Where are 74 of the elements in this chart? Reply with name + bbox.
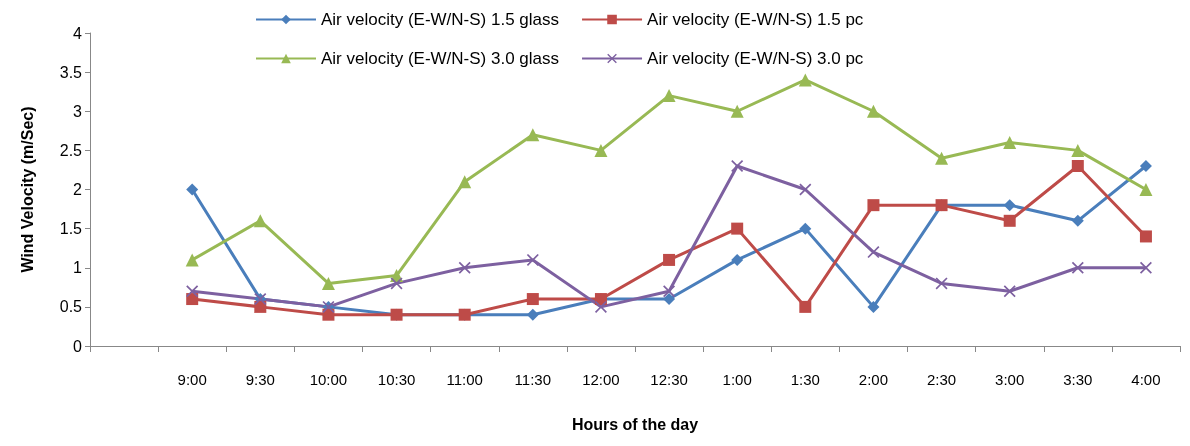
point: [1003, 214, 1016, 227]
point: [253, 214, 267, 228]
point: [526, 293, 539, 306]
point: [390, 277, 403, 290]
point: [526, 128, 540, 142]
y-axis-title: Wind Velocity (m/Sec): [18, 106, 36, 273]
point: [798, 73, 812, 87]
legend-label: Air velocity (E-W/N-S) 3.0 pc: [647, 49, 864, 68]
point: [254, 300, 267, 313]
point: [458, 175, 472, 189]
point: [731, 160, 744, 173]
point: [1071, 160, 1084, 173]
x-tick-label: 1:00: [722, 371, 752, 388]
point: [1139, 230, 1152, 243]
x-tick-label: 2:30: [926, 371, 957, 388]
point: [594, 300, 607, 313]
x-tick-label: 10:30: [377, 371, 416, 388]
x-tick-label: 12:00: [582, 371, 620, 388]
x-tick-label: 3:30: [1063, 371, 1093, 388]
point: [1139, 183, 1153, 196]
x-tick-label: 9:30: [245, 371, 275, 388]
x-tick-label: 3:00: [995, 371, 1025, 388]
point: [185, 253, 199, 267]
x-tick-label: 1:30: [790, 371, 820, 388]
point: [935, 277, 948, 290]
point: [935, 151, 949, 165]
x-tick-label: 4:00: [1131, 371, 1161, 388]
point: [1003, 285, 1016, 298]
x-tick-label: 9:00: [177, 371, 207, 388]
legend-label: Air velocity (E-W/N-S) 1.5 glass: [321, 10, 560, 29]
point: [867, 199, 880, 212]
point: [526, 253, 539, 266]
point: [866, 104, 880, 118]
point: [730, 104, 744, 118]
point: [799, 222, 812, 235]
y-tick-label: 0.5: [59, 298, 83, 316]
y-tick-label: 3.5: [59, 63, 83, 81]
point: [799, 183, 812, 196]
point: [1139, 261, 1152, 274]
x-axis-title: Hours of the day: [571, 415, 699, 433]
point: [458, 261, 471, 274]
point: [731, 222, 744, 235]
point: [663, 285, 676, 298]
point: [663, 293, 676, 306]
point: [186, 183, 199, 196]
y-tick-label: 3: [73, 102, 83, 120]
point: [1071, 261, 1084, 274]
point: [799, 300, 812, 313]
point: [322, 308, 335, 321]
point: [1139, 160, 1152, 173]
y-tick-label: 2: [73, 181, 83, 198]
legend-label: Air velocity (E-W/N-S) 1.5 pc: [647, 10, 864, 29]
x-tick-label: 10:00: [309, 371, 348, 388]
point: [1003, 199, 1016, 212]
point: [731, 253, 744, 266]
legend-label: Air velocity (E-W/N-S) 3.0 glass: [321, 49, 560, 68]
y-tick-label: 4: [73, 24, 83, 42]
point: [186, 285, 199, 298]
point: [1071, 143, 1085, 157]
y-tick-label: 1: [73, 259, 83, 277]
point: [663, 253, 676, 266]
point: [662, 89, 676, 103]
point: [321, 276, 335, 290]
x-tick-label: 2:00: [858, 371, 889, 388]
point: [594, 143, 608, 157]
x-tick-label: 11:00: [446, 371, 483, 388]
point: [1071, 214, 1084, 227]
point: [1003, 136, 1017, 150]
x-tick-label: 12:30: [650, 371, 688, 388]
y-tick-label: 0: [73, 337, 83, 355]
x-tick-label: 11:30: [514, 371, 552, 388]
y-tick-label: 1.5: [59, 220, 83, 238]
point: [867, 300, 880, 313]
y-tick-label: 2.5: [59, 141, 83, 159]
